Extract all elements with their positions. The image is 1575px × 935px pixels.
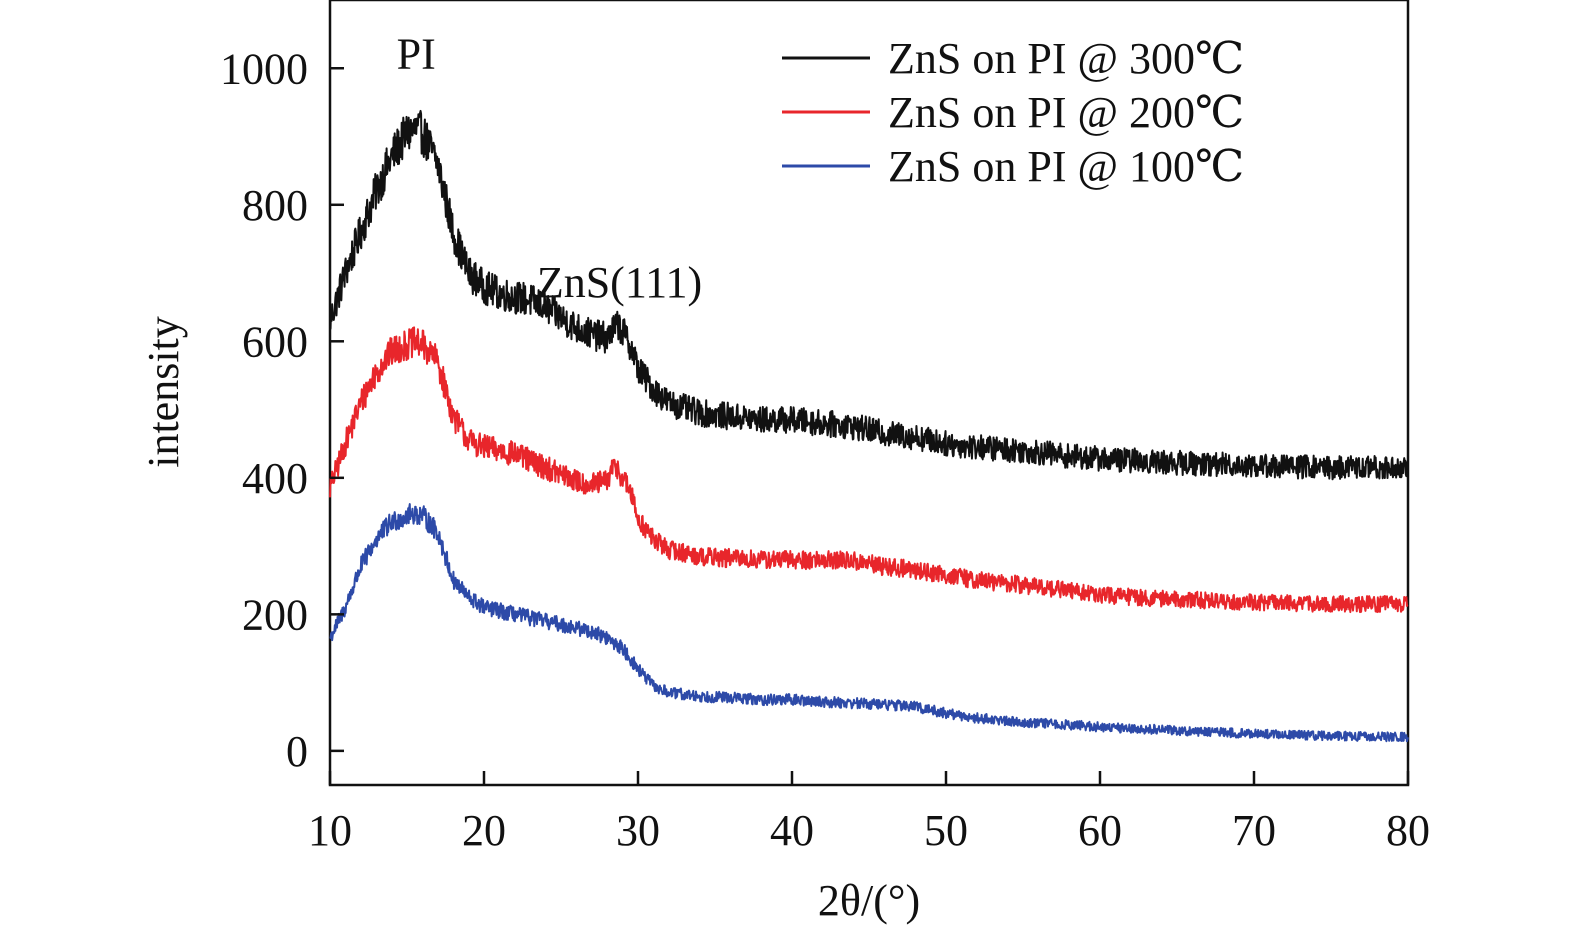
y-axis-label: intensity xyxy=(139,316,188,468)
y-tick-label-4: 800 xyxy=(242,181,308,230)
x-tick-label-4: 50 xyxy=(924,806,968,855)
y-tick-label-3: 600 xyxy=(242,317,308,366)
series-line-1 xyxy=(329,326,1409,614)
plot-area-frame xyxy=(328,0,1410,787)
x-tick-label-3: 40 xyxy=(770,806,814,855)
x-tick-label-5: 60 xyxy=(1078,806,1122,855)
legend-label-0: ZnS on PI @ 300℃ xyxy=(888,34,1244,83)
series-line-0 xyxy=(329,109,1409,481)
y-tick-label-5: 1000 xyxy=(220,44,308,93)
y-tick-label-2: 400 xyxy=(242,454,308,503)
x-axis-label: 2θ/(°) xyxy=(818,876,920,925)
annotation-0: PI xyxy=(397,29,436,78)
annotation-1: ZnS(111) xyxy=(537,258,702,307)
x-tick-label-0: 10 xyxy=(308,806,352,855)
series-line-2 xyxy=(329,503,1409,743)
x-tick-label-1: 20 xyxy=(462,806,506,855)
annotation-layer: PI ZnS(111) xyxy=(397,29,703,307)
y-axis: 0 200 400 600 800 1000 xyxy=(220,44,344,776)
y-tick-label-0: 0 xyxy=(286,727,308,776)
x-tick-label-6: 70 xyxy=(1232,806,1276,855)
series-layer xyxy=(329,109,1409,743)
x-tick-label-2: 30 xyxy=(616,806,660,855)
x-tick-label-7: 80 xyxy=(1386,806,1430,855)
legend: ZnS on PI @ 300℃ ZnS on PI @ 200℃ ZnS on P… xyxy=(782,34,1244,191)
legend-label-2: ZnS on PI @ 100℃ xyxy=(888,142,1244,191)
x-axis: 10 20 30 40 50 60 70 80 xyxy=(308,771,1430,855)
y-tick-label-1: 200 xyxy=(242,590,308,639)
legend-label-1: ZnS on PI @ 200℃ xyxy=(888,88,1244,137)
